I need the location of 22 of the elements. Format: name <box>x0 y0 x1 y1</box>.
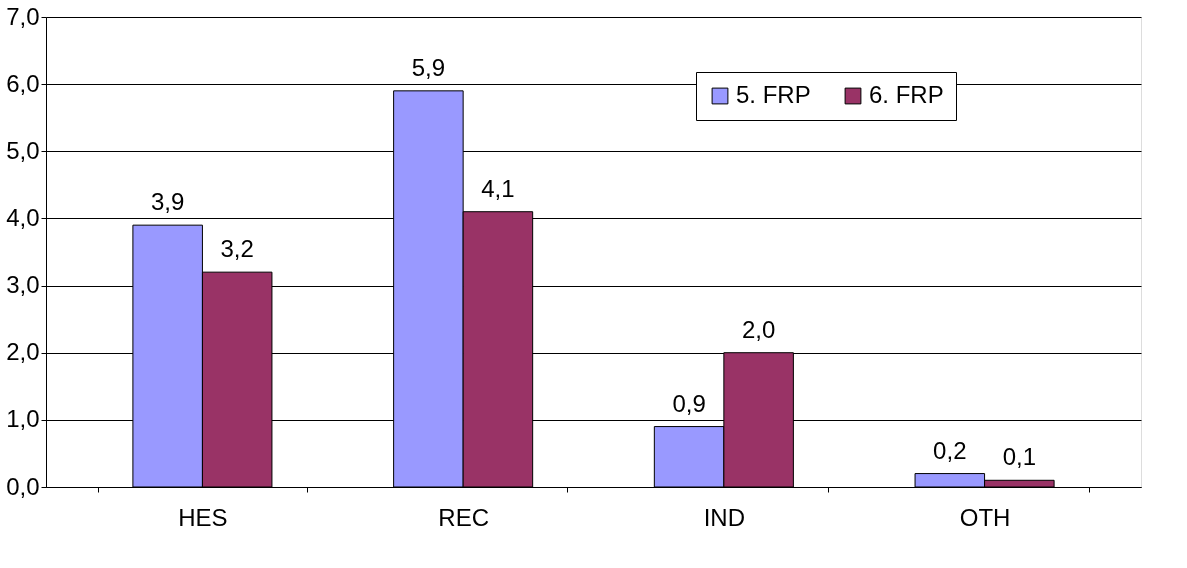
data-label: 2,0 <box>741 315 776 343</box>
y-tick-label: 5,0 <box>6 136 40 164</box>
y-tick-label: 4,0 <box>6 203 40 231</box>
data-label: 5,9 <box>411 53 446 81</box>
x-tick-label: REC <box>438 503 489 531</box>
legend-label: 5. FRP <box>736 81 811 108</box>
data-label: 4,1 <box>481 174 515 202</box>
y-tick-label: 3,0 <box>6 271 40 299</box>
data-label: 0,1 <box>1002 443 1037 471</box>
y-tick-label: 7,0 <box>6 2 40 30</box>
x-tick-label: OTH <box>959 503 1011 531</box>
y-tick-label: 6,0 <box>6 69 40 97</box>
y-tick-label: 1,0 <box>6 405 40 433</box>
y-tick-label: 2,0 <box>6 338 40 366</box>
legend-label: 6. FRP <box>869 81 944 108</box>
data-label: 3,2 <box>220 235 254 263</box>
x-tick-label: HES <box>178 503 228 531</box>
data-label: 0,9 <box>672 389 706 417</box>
data-label: 0,2 <box>933 436 967 464</box>
y-tick-label: 0,0 <box>6 472 40 500</box>
data-label: 3,9 <box>150 188 185 216</box>
x-tick-label: IND <box>703 503 746 531</box>
